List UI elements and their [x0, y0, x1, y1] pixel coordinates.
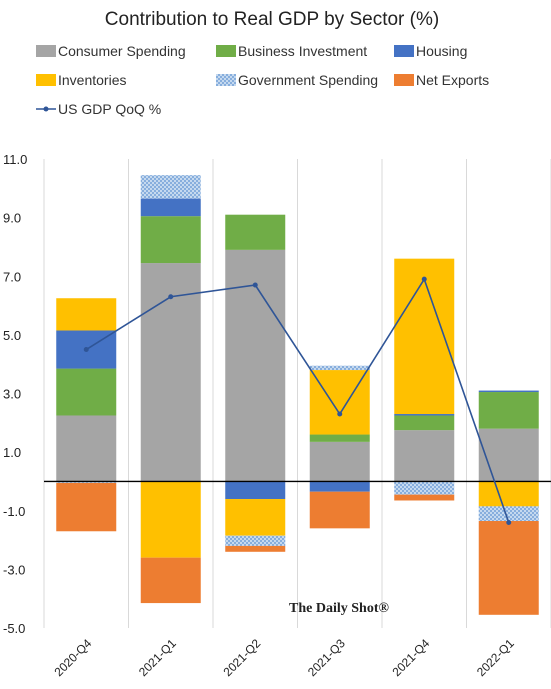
x-tick-label: 2021-Q2: [220, 636, 263, 679]
bar-housing-2021-q1: [140, 198, 201, 217]
bar-government-spending-2020-q4: [56, 481, 117, 483]
gdp-point-2022-q1: [506, 519, 512, 525]
bar-net-exports-2021-q3: [309, 491, 370, 529]
bar-business-investment-2021-q4: [394, 415, 455, 431]
gdp-line: [85, 277, 510, 523]
y-tick-label: 7.0: [3, 269, 21, 284]
y-tick-label: 1.0: [3, 445, 21, 460]
y-tick-label: 9.0: [3, 211, 21, 226]
gdp-point-2020-q4: [83, 347, 89, 353]
bar-inventories-2020-q4: [56, 298, 117, 331]
bar-business-investment-2021-q2: [225, 214, 286, 250]
bar-inventories-2021-q4: [394, 258, 455, 415]
bar-net-exports-2021-q2: [225, 545, 286, 552]
legend-label: Consumer Spending: [58, 43, 186, 59]
x-tick-label: 2021-Q1: [136, 636, 179, 679]
bar-government-spending-2021-q1: [140, 175, 201, 199]
bar-net-exports-2021-q4: [394, 494, 455, 501]
bar-business-investment-2021-q1: [140, 216, 201, 264]
legend-swatch: [216, 74, 236, 86]
bar-net-exports-2022-q1: [478, 521, 539, 615]
y-tick-label: -1.0: [3, 504, 25, 519]
gdp-point-2021-q4: [421, 276, 427, 282]
bar-housing-2021-q2: [225, 481, 286, 500]
bar-inventories-2022-q1: [478, 481, 539, 507]
y-axis: 11.0 9.0 7.0 5.0 3.0 1.0 -1.0 -3.0 -5.0: [3, 152, 27, 636]
legend-swatch: [36, 74, 56, 86]
bar-business-investment-2021-q3: [309, 434, 370, 442]
bar-consumer-spending-2021-q3: [309, 441, 370, 482]
legend: Consumer Spending Business Investment Hous…: [36, 43, 489, 117]
legend-swatch: [36, 45, 56, 57]
y-tick-label: 3.0: [3, 387, 21, 402]
bar-housing-2022-q1: [478, 390, 539, 393]
y-tick-label: -5.0: [3, 621, 25, 636]
bar-consumer-spending-2021-q4: [394, 430, 455, 482]
legend-label: Business Investment: [238, 43, 367, 59]
bar-net-exports-2021-q1: [140, 557, 201, 604]
legend-label: Net Exports: [416, 72, 489, 88]
bar-business-investment-2022-q1: [478, 392, 539, 429]
y-tick-label: 5.0: [3, 328, 21, 343]
x-tick-label: 2021-Q3: [305, 636, 348, 679]
y-tick-label: 11.0: [3, 152, 27, 167]
legend-swatch: [394, 74, 414, 86]
gdp-point-2021-q1: [168, 294, 174, 300]
bar-net-exports-2020-q4: [56, 482, 117, 532]
legend-label: Housing: [416, 43, 467, 59]
gdp-point-2021-q2: [252, 282, 258, 288]
bar-government-spending-2021-q4: [394, 481, 455, 495]
legend-label: US GDP QoQ %: [58, 101, 161, 117]
x-axis: 2020-Q4 2021-Q1 2021-Q2 2021-Q3 2021-Q4 2022-…: [51, 636, 517, 679]
gdp-line-series: [83, 276, 512, 525]
bar-inventories-2021-q2: [225, 499, 286, 536]
legend-swatch: [216, 45, 236, 57]
bar-consumer-spending-2022-q1: [478, 428, 539, 482]
bar-inventories-2021-q1: [140, 481, 201, 558]
x-tick-label: 2022-Q1: [474, 636, 517, 679]
legend-label: Inventories: [58, 72, 126, 88]
bar-business-investment-2020-q4: [56, 368, 117, 416]
bar-housing-2021-q3: [309, 481, 370, 492]
chart-title: Contribution to Real GDP by Sector (%): [105, 9, 439, 30]
bar-consumer-spending-2021-q1: [140, 263, 201, 482]
grid: [43, 159, 551, 628]
bar-government-spending-2022-q1: [478, 506, 539, 522]
bar-housing-2021-q4: [394, 414, 455, 416]
y-tick-label: -3.0: [3, 562, 25, 577]
bar-government-spending-2021-q2: [225, 535, 286, 546]
legend-line-marker: [43, 106, 49, 112]
x-tick-label: 2020-Q4: [51, 636, 94, 679]
x-tick-label: 2021-Q4: [389, 636, 432, 679]
watermark: The Daily Shot®: [289, 601, 389, 616]
bar-consumer-spending-2020-q4: [56, 415, 117, 482]
gdp-point-2021-q3: [337, 411, 343, 417]
legend-label: Government Spending: [238, 72, 378, 88]
legend-swatch: [394, 45, 414, 57]
bar-government-spending-2021-q3: [309, 365, 370, 371]
